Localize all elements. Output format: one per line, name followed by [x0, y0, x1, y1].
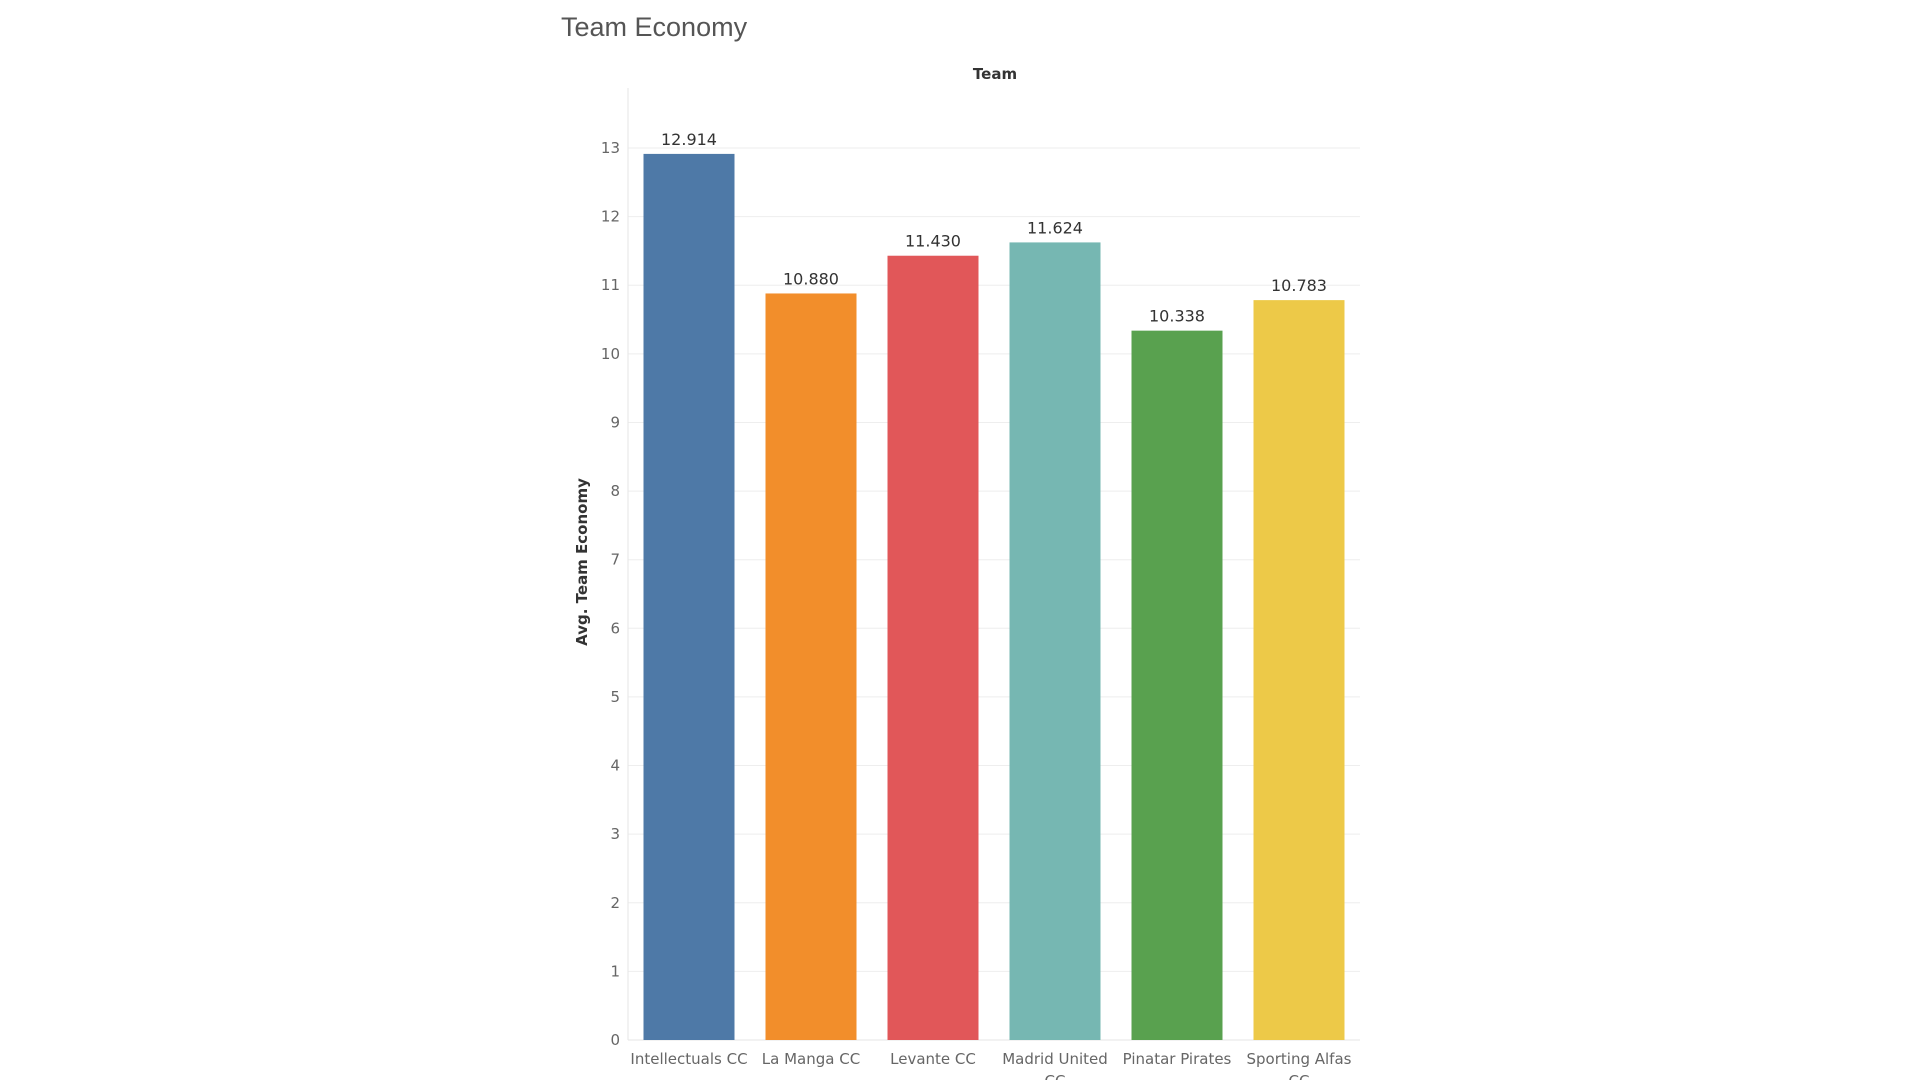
value-label: 12.914	[661, 130, 717, 149]
bars	[643, 153, 1345, 1041]
value-label: 10.338	[1149, 307, 1205, 326]
y-tick-label: 2	[610, 894, 620, 912]
value-label: 10.783	[1271, 276, 1327, 295]
bar	[643, 153, 735, 1040]
y-tick-label: 4	[610, 757, 620, 775]
x-tick-labels: Intellectuals CC La Manga CC Levante CC Mad…	[630, 1050, 1351, 1080]
x-tick-label: Madrid United	[1002, 1050, 1108, 1068]
x-tick-label: Pinatar Pirates	[1123, 1050, 1232, 1068]
value-label: 11.430	[905, 232, 961, 251]
y-tick-label: 7	[610, 551, 620, 569]
x-tick-label: Intellectuals CC	[630, 1050, 747, 1068]
y-tick-label: 8	[610, 482, 620, 500]
x-tick-label: CC	[1289, 1072, 1310, 1080]
y-tick-label: 1	[610, 962, 620, 980]
y-tick-label: 3	[610, 825, 620, 843]
y-tick-label: 6	[610, 619, 620, 637]
y-tick-label: 0	[610, 1031, 620, 1049]
x-tick-label: CC	[1045, 1072, 1066, 1080]
bar	[1253, 300, 1345, 1040]
value-label: 10.880	[783, 269, 839, 288]
chart-title: Team Economy	[561, 12, 748, 42]
y-tick-label: 5	[610, 688, 620, 706]
bar	[1131, 330, 1223, 1040]
y-tick-label: 10	[601, 345, 620, 363]
value-labels: 12.914 10.880 11.430 11.624 10.338 10.783	[661, 130, 1327, 326]
bar	[765, 293, 857, 1041]
y-tick-label: 11	[601, 276, 620, 294]
x-tick-label: La Manga CC	[762, 1050, 860, 1068]
x-tick-label: Sporting Alfas	[1247, 1050, 1352, 1068]
column-header: Team	[973, 65, 1017, 83]
grid-lines	[628, 147, 1360, 972]
bar	[1009, 242, 1101, 1040]
bar	[887, 255, 979, 1041]
y-tick-label: 12	[601, 208, 620, 226]
value-label: 11.624	[1027, 218, 1083, 237]
y-tick-label: 13	[601, 139, 620, 157]
y-tick-label: 9	[610, 413, 620, 431]
x-tick-label: Levante CC	[890, 1050, 976, 1068]
y-axis-label: Avg. Team Economy	[573, 478, 591, 646]
